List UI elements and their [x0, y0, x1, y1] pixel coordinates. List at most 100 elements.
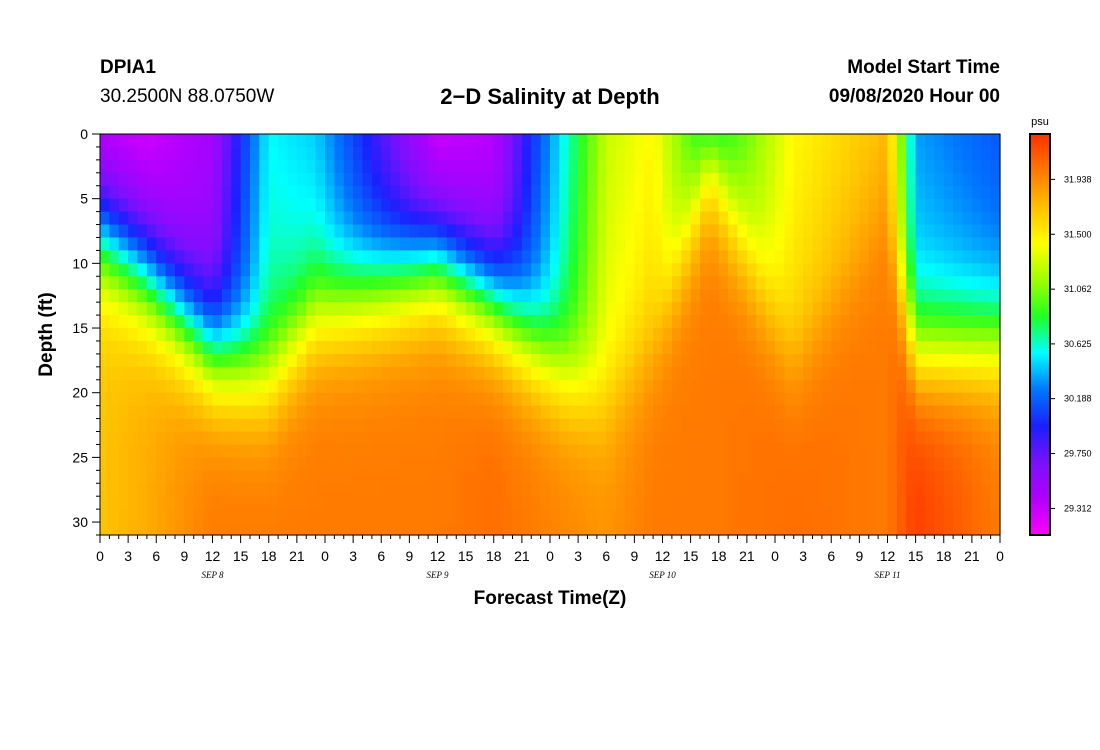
heatmap-cell — [334, 172, 345, 187]
heatmap-cell — [887, 509, 898, 523]
heatmap-cell — [353, 483, 364, 497]
heatmap-cell — [278, 172, 289, 187]
heatmap-cell — [840, 198, 851, 213]
heatmap-cell — [165, 405, 176, 420]
heatmap-cell — [784, 328, 795, 342]
heatmap-cell — [156, 366, 167, 381]
heatmap-cell — [465, 366, 476, 381]
heatmap-cell — [990, 379, 1001, 394]
heatmap-cell — [943, 392, 954, 407]
heatmap-cell — [578, 379, 589, 394]
heatmap-cell — [756, 379, 767, 394]
heatmap-cell — [662, 392, 673, 407]
heatmap-cell — [493, 353, 504, 368]
heatmap-cell — [390, 405, 401, 420]
heatmap-cell — [896, 366, 907, 381]
heatmap-cell — [512, 211, 523, 226]
heatmap-cell — [887, 366, 898, 381]
heatmap-cell — [184, 211, 195, 226]
heatmap-cell — [606, 483, 617, 497]
x-tick-label: 0 — [771, 548, 779, 564]
heatmap-cell — [709, 522, 720, 536]
heatmap-cell — [831, 379, 842, 394]
heatmap-cell — [643, 263, 654, 277]
heatmap-cell — [765, 340, 776, 355]
heatmap-cell — [896, 289, 907, 303]
heatmap-cell — [109, 250, 120, 264]
heatmap-cell — [587, 302, 598, 316]
heatmap-cell — [962, 328, 973, 342]
heatmap-cell — [578, 211, 589, 226]
heatmap-cell — [840, 328, 851, 342]
heatmap-cell — [840, 146, 851, 161]
heatmap-cell — [193, 418, 204, 433]
heatmap-cell — [981, 340, 992, 355]
heatmap-cell — [240, 418, 251, 433]
heatmap-cell — [418, 418, 429, 433]
heatmap-cell — [418, 496, 429, 510]
heatmap-cell — [906, 483, 917, 497]
heatmap-cell — [925, 159, 935, 174]
heatmap-cell — [512, 263, 523, 277]
heatmap-cell — [718, 250, 729, 264]
heatmap-cell — [793, 444, 804, 458]
heatmap-cell — [371, 185, 382, 200]
heatmap-cell — [165, 431, 176, 446]
heatmap-cell — [578, 276, 589, 290]
heatmap-cell — [128, 470, 139, 484]
heatmap-cell — [475, 379, 485, 394]
heatmap-cell — [925, 405, 935, 420]
heatmap-cell — [203, 444, 214, 458]
heatmap-cell — [371, 237, 382, 252]
heatmap-cell — [428, 146, 439, 161]
heatmap-cell — [212, 509, 223, 523]
heatmap-cell — [221, 444, 232, 458]
heatmap-cell — [943, 276, 954, 290]
heatmap-cell — [934, 522, 945, 536]
heatmap-cell — [334, 237, 345, 252]
heatmap-cell — [587, 315, 598, 329]
heatmap-cell — [578, 522, 589, 536]
heatmap-cell — [512, 418, 523, 433]
heatmap-cell — [709, 134, 720, 148]
heatmap-cell — [587, 198, 598, 213]
heatmap-cell — [728, 146, 739, 161]
heatmap-cell — [962, 418, 973, 433]
heatmap-cell — [568, 522, 579, 536]
heatmap-cell — [681, 496, 692, 510]
heatmap-cell — [625, 134, 635, 148]
heatmap-cell — [953, 483, 964, 497]
heatmap-cell — [259, 328, 270, 342]
heatmap-cell — [896, 250, 907, 264]
heatmap-cell — [221, 289, 232, 303]
heatmap-cell — [475, 302, 485, 316]
heatmap-cell — [718, 237, 729, 252]
heatmap-cell — [906, 418, 917, 433]
heatmap-cell — [512, 289, 523, 303]
heatmap-cell — [146, 483, 157, 497]
heatmap-cell — [371, 457, 382, 471]
heatmap-cell — [615, 289, 626, 303]
heatmap-cell — [456, 185, 467, 200]
heatmap-cell — [803, 431, 814, 446]
heatmap-cell — [765, 289, 776, 303]
heatmap-cell — [381, 431, 392, 446]
heatmap-cell — [934, 392, 945, 407]
heatmap-cell — [221, 496, 232, 510]
heatmap-cell — [943, 418, 954, 433]
heatmap-cell — [700, 250, 710, 264]
y-tick-label: 15 — [72, 320, 88, 336]
x-tick-label: 6 — [377, 548, 385, 564]
heatmap-cell — [193, 509, 204, 523]
heatmap-cell — [915, 302, 926, 316]
heatmap-cell — [793, 418, 804, 433]
heatmap-cell — [343, 444, 354, 458]
heatmap-cell — [156, 444, 167, 458]
heatmap-cell — [728, 431, 739, 446]
heatmap-cell — [437, 470, 448, 484]
heatmap-cell — [540, 172, 551, 187]
heatmap-cell — [353, 470, 364, 484]
heatmap-cell — [325, 379, 335, 394]
heatmap-cell — [493, 159, 504, 174]
heatmap-cell — [400, 328, 410, 342]
